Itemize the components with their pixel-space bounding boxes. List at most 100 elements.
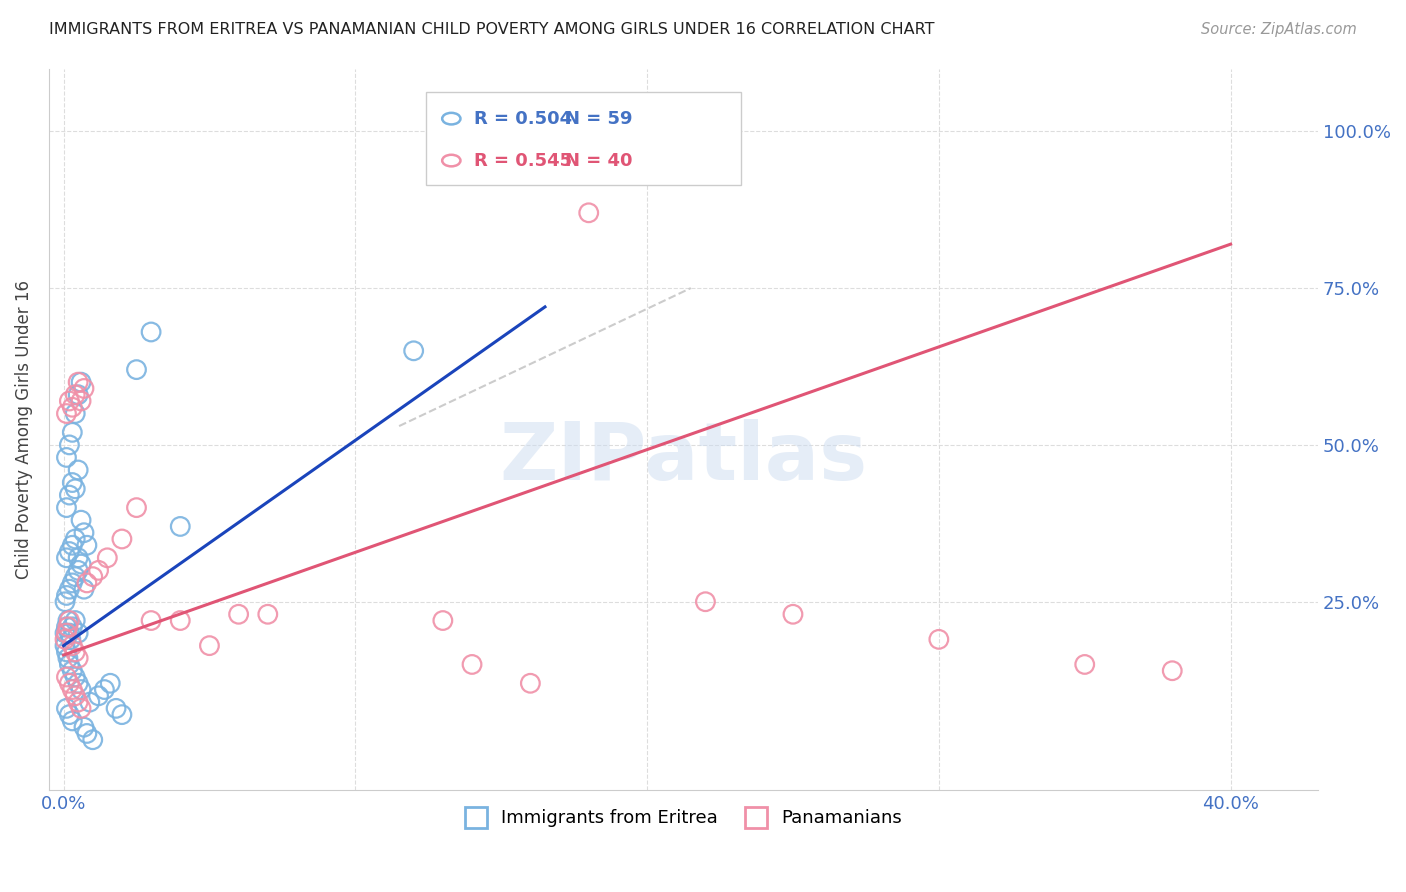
Point: [73, 582, 96, 597]
Point: [56, 651, 79, 665]
Point: [695, 595, 717, 609]
Point: [58, 488, 80, 502]
Point: [70, 375, 93, 389]
Point: [53, 632, 76, 647]
Point: [60, 475, 83, 490]
Point: [70, 557, 93, 571]
Point: [60, 682, 83, 697]
Point: [111, 707, 134, 722]
Text: Source: ZipAtlas.com: Source: ZipAtlas.com: [1201, 22, 1357, 37]
Point: [65, 532, 87, 546]
Point: [58, 676, 80, 690]
Legend: Immigrants from Eritrea, Panamanians: Immigrants from Eritrea, Panamanians: [458, 800, 910, 835]
Point: [65, 407, 87, 421]
Point: [67, 463, 90, 477]
Point: [53, 639, 76, 653]
Point: [67, 388, 90, 402]
Point: [58, 544, 80, 558]
Point: [70, 701, 93, 715]
Point: [55, 701, 77, 715]
Point: [58, 657, 80, 672]
Point: [73, 525, 96, 540]
Point: [60, 575, 83, 590]
Point: [139, 614, 162, 628]
Point: [519, 676, 541, 690]
Point: [82, 569, 104, 583]
Point: [55, 620, 77, 634]
Point: [60, 639, 83, 653]
Point: [56, 620, 79, 634]
Point: [70, 513, 93, 527]
Point: [56, 614, 79, 628]
Text: N = 59: N = 59: [565, 110, 633, 128]
Point: [60, 538, 83, 552]
Point: [125, 362, 148, 376]
Point: [55, 450, 77, 465]
Point: [55, 407, 77, 421]
Point: [67, 651, 90, 665]
Point: [67, 676, 90, 690]
Point: [461, 657, 484, 672]
Point: [93, 682, 115, 697]
Point: [55, 626, 77, 640]
Point: [60, 620, 83, 634]
Point: [55, 500, 77, 515]
Point: [402, 343, 425, 358]
Point: [67, 626, 90, 640]
Point: [256, 607, 278, 622]
Point: [55, 670, 77, 684]
Text: N = 40: N = 40: [565, 152, 633, 169]
Point: [60, 664, 83, 678]
Point: [76, 538, 98, 552]
Text: ZIPatlas: ZIPatlas: [499, 419, 868, 497]
Point: [53, 626, 76, 640]
Point: [70, 682, 93, 697]
Point: [169, 519, 191, 533]
Point: [65, 388, 87, 402]
Point: [228, 607, 250, 622]
Point: [87, 563, 110, 577]
Point: [55, 550, 77, 565]
Point: [125, 500, 148, 515]
Point: [73, 720, 96, 734]
Point: [70, 394, 93, 409]
Point: [55, 645, 77, 659]
Point: [59, 632, 82, 647]
Point: [1073, 657, 1095, 672]
Point: [87, 689, 110, 703]
Text: R = 0.545: R = 0.545: [474, 152, 572, 169]
Point: [76, 575, 98, 590]
Point: [53, 595, 76, 609]
Point: [79, 695, 101, 709]
Point: [60, 401, 83, 415]
Point: [198, 639, 221, 653]
Point: [67, 375, 90, 389]
Point: [139, 325, 162, 339]
Point: [60, 714, 83, 728]
Point: [928, 632, 950, 647]
Point: [65, 614, 87, 628]
Text: IMMIGRANTS FROM ERITREA VS PANAMANIAN CHILD POVERTY AMONG GIRLS UNDER 16 CORRELA: IMMIGRANTS FROM ERITREA VS PANAMANIAN CH…: [49, 22, 935, 37]
Point: [58, 614, 80, 628]
Point: [73, 381, 96, 395]
Point: [65, 482, 87, 496]
Text: R = 0.504: R = 0.504: [474, 110, 572, 128]
Point: [60, 425, 83, 440]
Point: [65, 569, 87, 583]
Point: [58, 394, 80, 409]
Point: [98, 676, 121, 690]
Point: [111, 532, 134, 546]
Point: [65, 670, 87, 684]
Point: [782, 607, 804, 622]
Point: [432, 614, 454, 628]
Point: [82, 732, 104, 747]
Point: [65, 689, 87, 703]
Point: [65, 645, 87, 659]
Point: [1161, 664, 1184, 678]
Point: [58, 626, 80, 640]
Point: [105, 701, 128, 715]
Point: [58, 438, 80, 452]
Point: [578, 206, 600, 220]
Point: [58, 707, 80, 722]
Point: [76, 726, 98, 740]
